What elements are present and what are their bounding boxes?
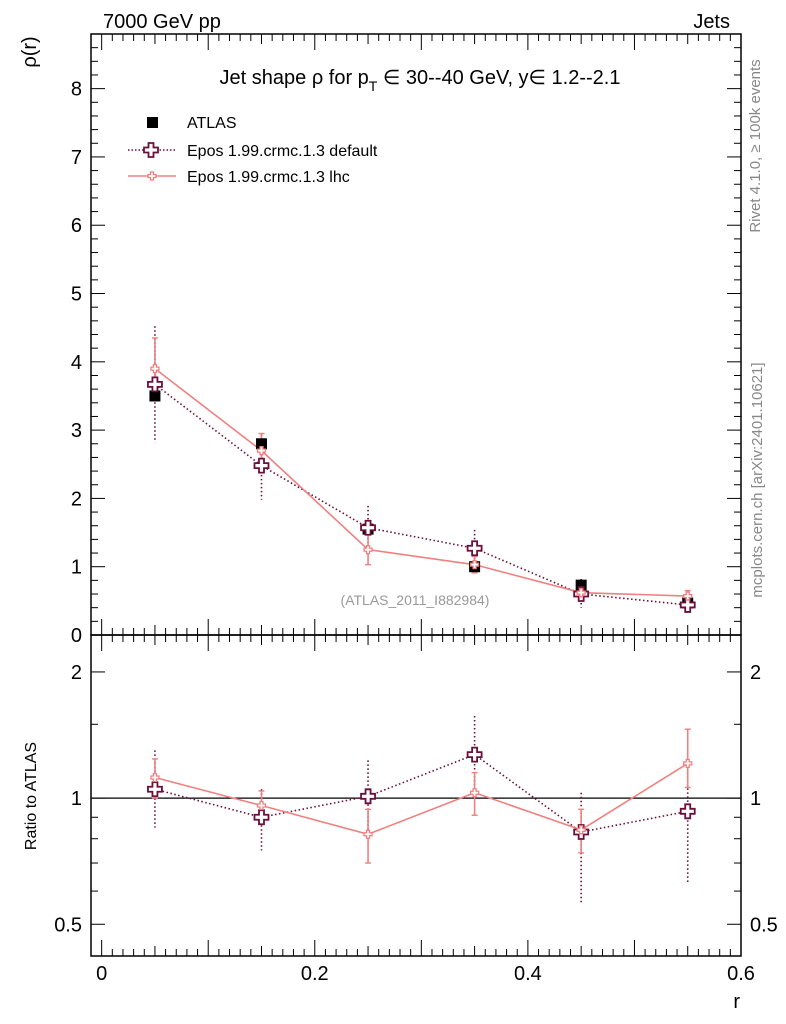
ratio-frame (90, 634, 742, 957)
title-part-pre: Jet shape (220, 67, 312, 89)
legend-marker-atlas (147, 117, 158, 128)
analysis-watermark: (ATLAS_2011_I882984) (341, 592, 490, 608)
ratio-xlabel: r (733, 991, 740, 1013)
atlas-point (255, 438, 267, 450)
default-point (360, 519, 376, 536)
title-part-rest: ∈ 30--40 GeV, y∈ 1.2--2.1 (377, 67, 620, 89)
ratio-lhc-point (683, 758, 693, 769)
legend-marker-lhc (147, 171, 157, 181)
ratio-ylabel: Ratio to ATLAS (23, 742, 40, 850)
default-point (253, 457, 270, 474)
ratio-ytick-label: 2 (71, 662, 82, 684)
default-point (679, 597, 696, 613)
main-ytick-label: 5 (71, 284, 82, 306)
ratio-default-point (466, 746, 483, 763)
lhc-point (683, 591, 693, 601)
main-plot: 0 1 2 3 4 5 6 7 8 (71, 33, 742, 647)
main-title: Jet shape ρ for pT ∈ 30--40 GeV, y∈ 1.2-… (220, 67, 621, 94)
lhc-point (150, 363, 160, 374)
ratio-lhc-point (363, 829, 373, 839)
ratio-default-point (360, 788, 376, 805)
ratio-xtick-label: 0 (96, 963, 107, 985)
ratio-lhc-point (256, 800, 267, 811)
lhc-point (363, 544, 373, 555)
legend-marker-default (143, 142, 159, 158)
ratio-xtick-label: 0.6 (727, 963, 755, 985)
legend: ATLAS Epos 1.99.crmc.1.3 default Epos 1.… (128, 115, 378, 186)
ratio-lhc-point (469, 788, 480, 798)
main-ytick-label: 4 (71, 352, 82, 374)
header-process: Jets (693, 11, 730, 33)
header-energy: 7000 GeV pp (103, 11, 221, 33)
main-ytick-label: 3 (71, 420, 82, 442)
default-point (147, 376, 163, 393)
title-part-sub: T (369, 78, 378, 94)
ratio-default-point (253, 809, 270, 826)
ratio-default-point (147, 781, 163, 798)
title-part-mid: for p (323, 67, 369, 89)
ratio-default-line (154, 753, 688, 833)
ratio-xtick-label: 0.4 (514, 963, 542, 985)
ratio-ytick-label: 0.5 (54, 914, 82, 936)
lhc-series-line (154, 368, 688, 597)
title-part-rho: ρ (312, 67, 323, 89)
default-point (466, 540, 483, 557)
lhc-point (256, 445, 267, 456)
rivet-version-label: Rivet 4.1.0, ≥ 100k events (747, 59, 764, 232)
atlas-point (149, 390, 161, 402)
main-ylabel: ρ(r) (19, 36, 41, 67)
lhc-point (469, 560, 480, 570)
ratio-ytick-label-right: 1 (750, 788, 761, 810)
ratio-ytick-label-right: 2 (750, 662, 761, 684)
legend-label-lhc: Epos 1.99.crmc.1.3 lhc (187, 169, 350, 186)
ratio-lhc-point (576, 825, 586, 835)
ratio-default-point (679, 803, 696, 820)
mcplots-label: mcplots.cern.ch [arXiv:2401.10621] (749, 362, 766, 597)
default-series-line (154, 383, 688, 606)
legend-label-default: Epos 1.99.crmc.1.3 default (187, 143, 378, 160)
main-ytick-label: 1 (71, 557, 82, 579)
legend-label-atlas: ATLAS (187, 115, 237, 132)
main-ytick-label: 8 (71, 79, 82, 101)
ratio-ytick-label: 1 (71, 788, 82, 810)
main-ytick-label: 0 (71, 625, 82, 647)
ratio-lhc-point (150, 772, 160, 783)
ratio-plot: 0.5 0.5 1 1 2 2 0 0.2 0.4 0.6 (54, 635, 778, 985)
lhc-point (576, 588, 586, 598)
main-ytick-label: 6 (71, 215, 82, 237)
ratio-xtick-label: 0.2 (301, 963, 329, 985)
atlas-point (575, 579, 587, 591)
ratio-ytick-label-right: 0.5 (750, 914, 778, 936)
ratio-lhc-line (154, 762, 689, 836)
main-ytick-label: 2 (71, 488, 82, 510)
main-ytick-label: 7 (71, 147, 82, 169)
